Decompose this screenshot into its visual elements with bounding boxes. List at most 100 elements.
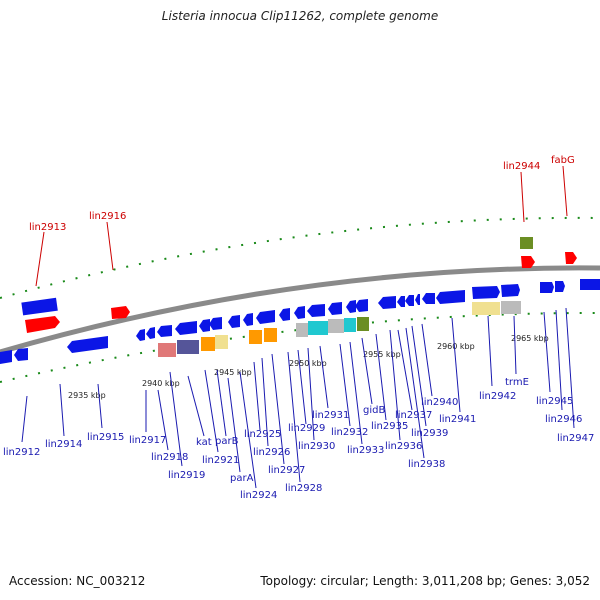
gene-reverse[interactable] xyxy=(136,329,145,341)
gene-reverse[interactable] xyxy=(243,313,253,326)
gene-label[interactable]: lin2932 xyxy=(331,427,368,438)
gene-reverse[interactable] xyxy=(397,296,405,307)
feature-block[interactable] xyxy=(328,319,344,333)
gene-label[interactable]: lin2937 xyxy=(395,410,432,421)
feature-block[interactable] xyxy=(344,318,356,332)
gene-label[interactable]: lin2927 xyxy=(268,465,305,476)
forward-genes xyxy=(21,237,600,333)
gene-label[interactable]: lin2917 xyxy=(129,435,166,446)
gene-reverse[interactable] xyxy=(378,296,396,309)
gene-reverse[interactable] xyxy=(0,350,12,364)
gene-forward[interactable] xyxy=(21,297,58,316)
gene-label[interactable]: lin2924 xyxy=(240,490,277,501)
gene-reverse[interactable] xyxy=(436,290,465,304)
gene-reverse[interactable] xyxy=(415,294,420,305)
tick-label: 2940 kbp xyxy=(142,379,180,388)
gene-label-top[interactable]: lin2944 xyxy=(503,161,540,172)
feature-block[interactable] xyxy=(158,343,176,357)
rna-gene[interactable] xyxy=(521,256,535,268)
tick-label: 2945 kbp xyxy=(214,368,252,377)
feature-block[interactable] xyxy=(296,323,308,337)
feature-blocks xyxy=(158,301,521,357)
gene-label[interactable]: lin2928 xyxy=(285,483,322,494)
gene-label[interactable]: lin2941 xyxy=(439,414,476,425)
gene-label[interactable]: lin2912 xyxy=(3,447,40,458)
feature-block[interactable] xyxy=(264,328,277,342)
rna-gene[interactable] xyxy=(111,306,130,319)
gene-reverse[interactable] xyxy=(294,306,305,319)
gene-forward[interactable] xyxy=(555,281,565,292)
bottom-labels xyxy=(21,307,575,489)
genome-backbone xyxy=(0,265,600,355)
gene-label[interactable]: lin2931 xyxy=(312,410,349,421)
inner-dotted-ring xyxy=(0,311,600,383)
gene-reverse[interactable] xyxy=(14,348,28,361)
gene-reverse[interactable] xyxy=(67,336,108,353)
feature-block[interactable] xyxy=(357,317,369,331)
feature-block[interactable] xyxy=(177,340,199,354)
gene-label[interactable]: lin2936 xyxy=(385,441,422,452)
gene-label[interactable]: lin2940 xyxy=(421,397,458,408)
gene-forward[interactable] xyxy=(501,284,520,297)
rna-gene[interactable] xyxy=(25,316,60,333)
gene-reverse[interactable] xyxy=(199,319,210,332)
gene-label[interactable]: lin2918 xyxy=(151,452,188,463)
gene-reverse[interactable] xyxy=(228,315,240,328)
gene-forward[interactable] xyxy=(540,282,554,293)
rna-gene[interactable] xyxy=(565,252,577,264)
gene-reverse[interactable] xyxy=(355,299,368,312)
gene-reverse[interactable] xyxy=(279,308,290,321)
gene-label[interactable]: lin2926 xyxy=(253,447,290,458)
gene-label-top[interactable]: lin2913 xyxy=(29,222,66,233)
gene-label[interactable]: kat xyxy=(196,437,212,448)
gene-label[interactable]: lin2929 xyxy=(288,423,325,434)
gene-label[interactable]: lin2933 xyxy=(347,445,384,456)
gene-forward[interactable] xyxy=(580,279,600,290)
feature-block[interactable] xyxy=(201,337,215,351)
gene-label[interactable]: lin2946 xyxy=(545,414,582,425)
gene-label[interactable]: lin2930 xyxy=(298,441,335,452)
gene-label[interactable]: parA xyxy=(230,473,254,484)
gene-label[interactable]: gidB xyxy=(363,405,385,416)
gene-label[interactable]: lin2945 xyxy=(536,396,573,407)
gene-label[interactable]: lin2921 xyxy=(202,455,239,466)
tick-labels: 2935 kbp 2940 kbp 2945 kbp 2950 kbp 2955… xyxy=(68,334,549,400)
gene-forward[interactable] xyxy=(472,286,500,299)
gene-hypothetical[interactable] xyxy=(520,237,533,249)
feature-block[interactable] xyxy=(501,301,521,314)
gene-label[interactable]: lin2925 xyxy=(244,429,281,440)
gene-label[interactable]: lin2938 xyxy=(408,459,445,470)
gene-label[interactable]: lin2939 xyxy=(411,428,448,439)
gene-reverse[interactable] xyxy=(346,300,356,313)
feature-block[interactable] xyxy=(472,302,500,315)
gene-reverse[interactable] xyxy=(405,295,414,306)
gene-reverse[interactable] xyxy=(175,321,197,335)
gene-label[interactable]: lin2919 xyxy=(168,470,205,481)
gene-label[interactable]: lin2947 xyxy=(557,433,594,444)
gene-reverse[interactable] xyxy=(328,302,342,315)
tick-label: 2955 kbp xyxy=(363,350,401,359)
feature-block[interactable] xyxy=(308,321,328,335)
gene-label[interactable]: lin2935 xyxy=(371,421,408,432)
gene-label-top[interactable]: fabG xyxy=(551,155,575,166)
gene-label[interactable]: lin2915 xyxy=(87,432,124,443)
feature-block[interactable] xyxy=(215,335,228,349)
gene-label[interactable]: lin2942 xyxy=(479,391,516,402)
gene-reverse[interactable] xyxy=(209,317,222,330)
reverse-genes xyxy=(0,290,465,364)
gene-label[interactable]: parB xyxy=(215,436,239,447)
tick-label: 2960 kbp xyxy=(437,342,475,351)
gene-label[interactable]: lin2914 xyxy=(45,439,82,450)
feature-block[interactable] xyxy=(249,330,262,344)
tick-label: 2950 kbp xyxy=(289,359,327,368)
gene-reverse[interactable] xyxy=(307,304,325,317)
gene-reverse[interactable] xyxy=(256,310,275,324)
gene-reverse[interactable] xyxy=(146,327,155,339)
gene-reverse[interactable] xyxy=(422,293,435,304)
tick-label: 2935 kbp xyxy=(68,391,106,400)
gene-reverse[interactable] xyxy=(157,325,172,337)
gene-label-top[interactable]: lin2916 xyxy=(89,211,126,222)
accession-text: Accession: NC_003212 xyxy=(9,574,146,588)
gene-label[interactable]: trmE xyxy=(505,377,529,388)
